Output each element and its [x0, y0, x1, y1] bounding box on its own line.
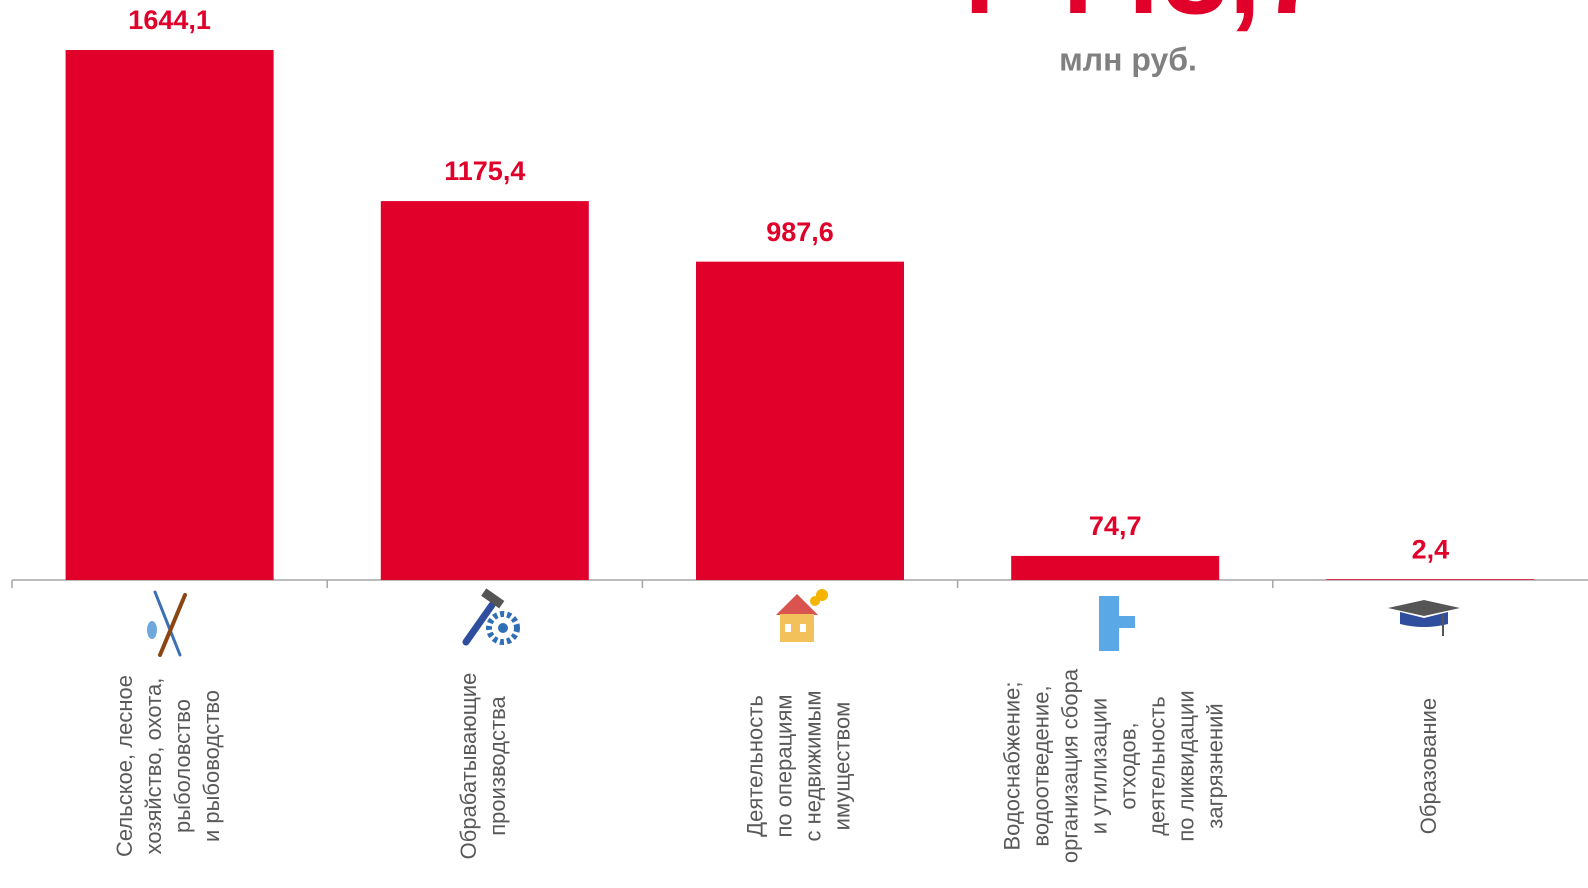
icon-pipe — [1099, 596, 1135, 651]
x-tick-label: по операциям — [771, 694, 796, 837]
x-tick-label: рыболовство — [170, 699, 195, 833]
x-tick-label: отходов, — [1116, 722, 1141, 809]
icon-fishing — [147, 590, 187, 657]
icons — [147, 588, 1460, 657]
x-tick-label: загрязнений — [1203, 703, 1228, 828]
bar — [380, 201, 589, 580]
bar — [65, 50, 274, 580]
headline: 4 443,7 — [933, 0, 1327, 39]
x-tick-label: производства — [485, 695, 510, 835]
x-tick-label: деятельность — [1145, 696, 1170, 836]
x-tick-label: Водоснабжение; — [1000, 682, 1025, 851]
x-tick-label: Образование — [1416, 698, 1441, 834]
unit: млн руб. — [1059, 41, 1197, 77]
value-label: 1175,4 — [444, 156, 525, 186]
icon-house — [776, 589, 828, 642]
x-tick-label: Обрабатывающие — [456, 673, 481, 860]
x-tick-label: и рыбоводство — [199, 690, 224, 842]
value-label: 1644,1 — [128, 5, 211, 35]
x-tick-label: Деятельность — [742, 695, 767, 837]
x-tick-label: с недвижимым — [800, 691, 825, 842]
x-tick-label: водоотведение, — [1029, 685, 1054, 846]
x-tick-label: Сельское, лесное — [112, 675, 137, 857]
bar — [696, 261, 904, 580]
value-label: 2,4 — [1412, 534, 1450, 564]
x-tick-label: и утилизации — [1087, 698, 1112, 834]
x-tick-label: по ликвидации — [1174, 690, 1199, 841]
icon-cap — [1388, 600, 1460, 636]
x-tick-label: организация сбора — [1058, 668, 1083, 863]
bar — [1011, 555, 1220, 580]
value-label: 987,6 — [766, 217, 834, 247]
bar — [1326, 579, 1535, 580]
value-label: 74,7 — [1089, 511, 1142, 541]
x-tick-label: имуществом — [829, 702, 854, 831]
icon-tools — [462, 588, 520, 646]
x-tick-label: хозяйство, охота, — [141, 678, 166, 855]
